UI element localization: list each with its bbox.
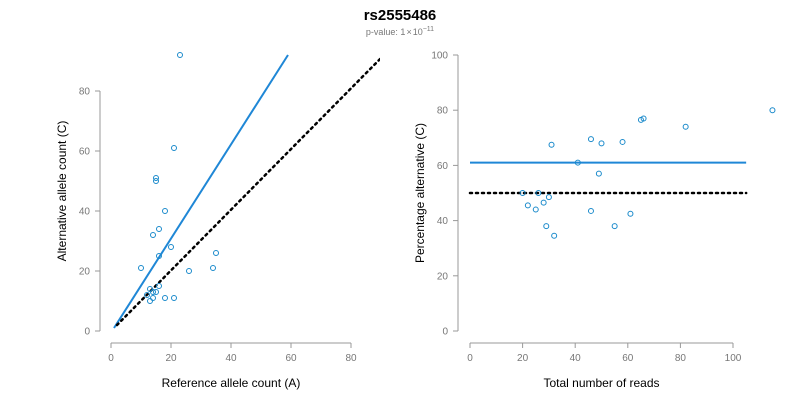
right-data-point [627, 210, 634, 217]
left-data-point [150, 289, 156, 295]
left-x-tick-label: 80 [345, 353, 357, 364]
left-y-tick-label: 60 [79, 147, 91, 158]
left-data-point [213, 250, 219, 256]
right-data-point [611, 223, 618, 230]
right-data-point [524, 202, 531, 209]
right-data-point [545, 194, 552, 201]
right-y-tick-label: 20 [437, 271, 449, 282]
left-data-point [168, 244, 174, 250]
left-data-point [147, 286, 153, 292]
right-y-tick-label: 40 [437, 216, 449, 227]
right-data-point [598, 140, 605, 147]
left-data-point [162, 295, 168, 301]
right-data-point [682, 123, 689, 130]
right-x-axis-title: Total number of reads [543, 376, 659, 390]
left-data-area [113, 52, 380, 329]
left-data-point [171, 145, 177, 151]
right-data-point [535, 190, 542, 196]
right-x-tick-label: 60 [622, 353, 634, 364]
left-data-point [153, 175, 159, 181]
left-y-tick-label: 20 [79, 267, 91, 278]
chart-title: rs2555486 [364, 7, 437, 24]
left-x-axis-title: Reference allele count (A) [162, 376, 301, 390]
right-data-point [574, 159, 581, 166]
right-data-point [548, 141, 555, 148]
left-data-point [150, 232, 156, 238]
left-y-tick-label: 80 [79, 87, 91, 98]
left-x-tick-label: 20 [165, 353, 177, 364]
left-data-point [177, 52, 183, 58]
right-data-point [543, 223, 550, 230]
left-data-point [144, 292, 150, 298]
p-value-exponent: −11 [423, 26, 434, 33]
left-data-point [171, 295, 177, 301]
left-data-point [156, 253, 162, 259]
right-data-point [540, 199, 547, 206]
right-x-tick-label: 20 [517, 353, 529, 364]
right-y-axis-title: Percentage alternative (C) [413, 123, 427, 263]
left-data-point [156, 226, 162, 232]
left-y-tick-label: 0 [84, 327, 90, 338]
left-x-tick-label: 60 [285, 353, 297, 364]
left-data-point [153, 178, 159, 184]
right-data-point [595, 170, 602, 177]
right-y-tick-label: 60 [437, 161, 449, 172]
p-value-subtitle: p-value: 1×10−11 [366, 26, 434, 37]
right-data-point [637, 116, 644, 123]
left-x-tick-label: 0 [108, 353, 114, 364]
left-data-point [156, 283, 162, 289]
right-y-tick-label: 80 [437, 106, 449, 117]
right-data-point [519, 190, 526, 196]
right-data-point [587, 136, 594, 143]
left-scatter-panel: 0 20 40 60 80 0 20 40 60 80 Reference allele count… [55, 52, 380, 390]
right-x-tick-label: 40 [570, 353, 582, 364]
left-data-point [150, 295, 156, 301]
right-y-tick-label: 100 [431, 51, 448, 62]
left-data-point [153, 289, 159, 295]
right-data-point [619, 138, 626, 145]
right-data-point [532, 206, 539, 213]
left-x-tick-label: 40 [225, 353, 237, 364]
left-data-point [210, 265, 216, 271]
right-data-point [587, 207, 594, 214]
left-data-point [138, 265, 144, 271]
right-y-tick-label: 0 [442, 327, 448, 338]
left-fit-line [113, 54, 289, 329]
p-value-times: × [406, 27, 411, 37]
p-value-base: 10 [413, 27, 423, 37]
right-x-tick-label: 80 [675, 353, 687, 364]
right-data-point [769, 107, 776, 114]
p-value-prefix: p-value: 1 [366, 27, 406, 37]
left-y-axis-title: Alternative allele count (C) [55, 121, 69, 262]
left-y-tick-label: 40 [79, 207, 91, 218]
right-data-area [468, 107, 776, 239]
right-data-point [551, 232, 558, 239]
left-data-point [186, 268, 192, 274]
left-data-point [147, 298, 153, 304]
right-x-tick-label: 100 [725, 353, 742, 364]
right-scatter-panel: 0 20 40 60 80 100 0 20 40 60 80 100 Total number of … [413, 51, 776, 390]
left-data-point [162, 208, 168, 214]
right-x-tick-label: 0 [467, 353, 473, 364]
